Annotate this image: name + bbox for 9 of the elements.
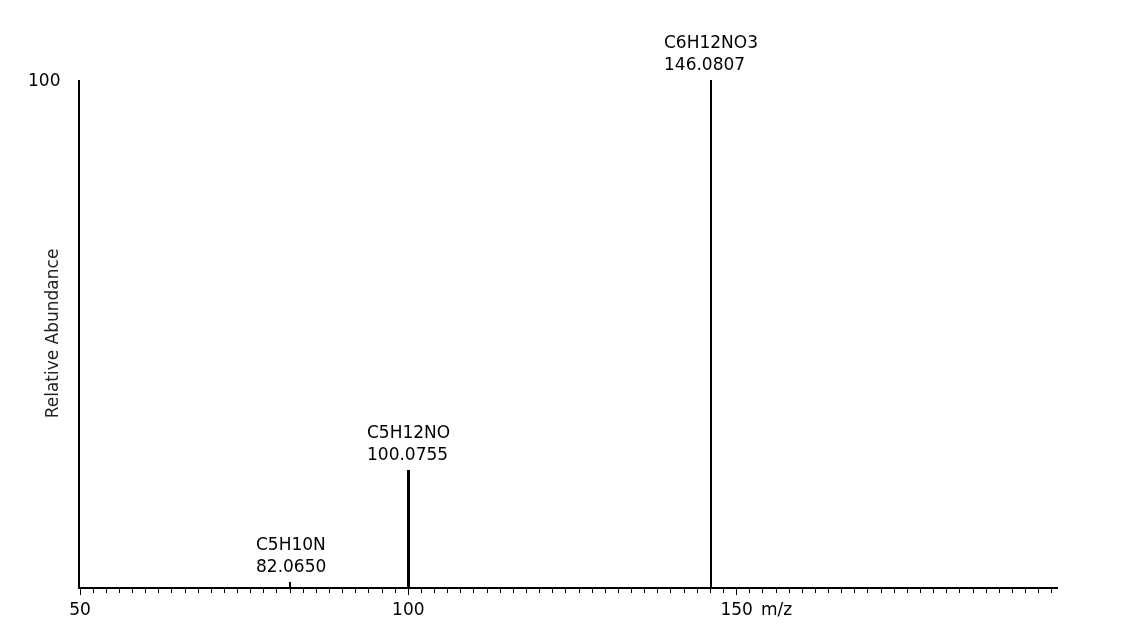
annotation: C5H10N 82.0650 xyxy=(256,534,327,577)
x-tick-label: 150 xyxy=(720,599,753,620)
x-tick-label: 100 xyxy=(392,599,425,620)
annotation: C6H12NO3 146.0807 xyxy=(664,32,759,75)
x-tick-label: 50 xyxy=(69,599,91,620)
annotation: C5H12NO 100.0755 xyxy=(367,422,451,465)
text: 100 xyxy=(28,70,61,90)
y-axis-title: Relative Abundance xyxy=(42,248,63,419)
x-axis-title: m/z xyxy=(761,599,793,619)
